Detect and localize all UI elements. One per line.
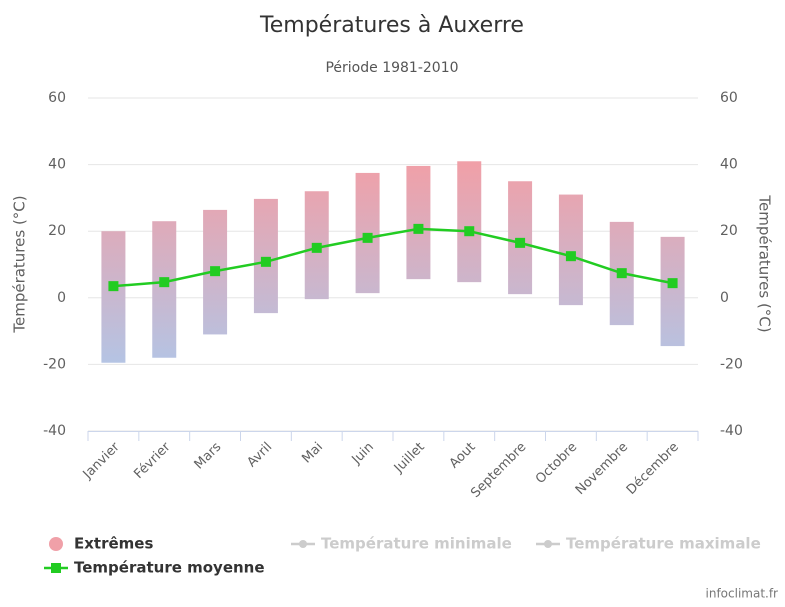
y2-tick-label: 60	[720, 90, 738, 106]
legend-label: Température moyenne	[74, 559, 265, 577]
x-tick-label: Mars	[192, 440, 225, 473]
range-bar	[457, 161, 482, 283]
legend-symbol	[299, 540, 307, 548]
mean-marker	[667, 278, 678, 289]
range-bar	[152, 221, 177, 358]
mean-marker	[210, 266, 221, 277]
mean-marker	[616, 268, 627, 279]
y2-tick-label: 20	[720, 223, 738, 239]
x-tick-label: Janvier	[80, 439, 123, 482]
mean-marker	[464, 226, 475, 237]
legend-symbol	[49, 537, 63, 551]
y-tick-label: -20	[43, 356, 66, 372]
legend-label: Température maximale	[566, 535, 761, 553]
mean-marker	[515, 237, 526, 248]
mean-marker	[362, 232, 373, 243]
mean-marker	[260, 256, 271, 267]
x-tick-label: Octobre	[533, 440, 580, 487]
legend-label: Extrêmes	[74, 535, 153, 553]
y2-tick-label: -40	[720, 423, 743, 439]
range-bar	[660, 236, 685, 347]
mean-marker	[311, 242, 322, 253]
mean-line	[113, 227, 673, 288]
chart-subtitle: Période 1981-2010	[325, 60, 458, 76]
y-axis-label: Températures (°C)	[11, 195, 29, 333]
x-tick-label: Juin	[349, 440, 377, 468]
mean-marker	[159, 277, 170, 288]
y-tick-label: 20	[48, 223, 66, 239]
range-bar	[508, 181, 533, 295]
y2-tick-label: 40	[720, 157, 738, 173]
range-bar	[253, 198, 278, 314]
x-tick-label: Septembre	[468, 440, 529, 501]
y-tick-label: -40	[43, 423, 66, 439]
y-tick-label: 60	[48, 90, 66, 106]
x-tick-label: Aout	[447, 440, 479, 472]
mean-marker	[108, 281, 119, 292]
x-tick-label: Juillet	[391, 440, 428, 477]
y2-tick-label: -20	[720, 356, 743, 372]
y2-tick-label: 0	[720, 290, 729, 306]
y2-axis-label: Températures (°C)	[756, 194, 774, 332]
range-bar	[558, 194, 583, 306]
x-tick-label: Février	[131, 439, 174, 482]
credit: infoclimat.fr	[706, 587, 779, 601]
range-bar	[101, 231, 126, 363]
y-tick-label: 0	[57, 290, 66, 306]
mean-marker	[565, 251, 576, 262]
legend-label: Température minimale	[321, 535, 512, 553]
x-tick-label: Avril	[245, 440, 276, 471]
legend-symbol	[544, 540, 552, 548]
y-tick-label: 40	[48, 157, 66, 173]
x-tick-label: Novembre	[573, 440, 631, 498]
mean-marker	[413, 223, 424, 234]
x-tick-label: Décembre	[624, 440, 682, 498]
range-bar	[406, 165, 431, 280]
x-tick-label: Mai	[299, 440, 326, 467]
chart-title: Températures à Auxerre	[259, 13, 524, 38]
legend-symbol	[51, 563, 61, 573]
